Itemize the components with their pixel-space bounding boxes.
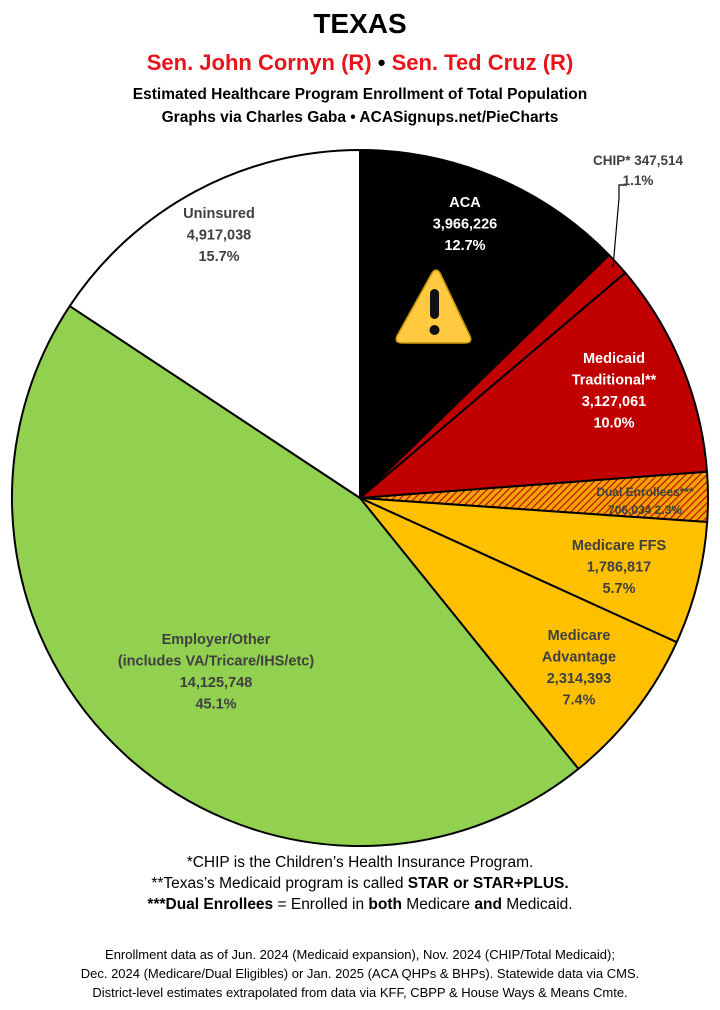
slice-label-aca: ACA 3,966,226 12.7% [433, 195, 498, 254]
slice-label-aca-line-3: 12.7% [444, 238, 485, 254]
footnote-chip: *CHIP is the Children’s Health Insurance… [186, 854, 534, 871]
slice-label-employer-other: Employer/Other (includes VA/Tricare/IHS/e… [118, 632, 315, 712]
slice-label-aca-line-2: 3,966,226 [433, 216, 498, 232]
footnote-dual-text3: Medicaid. [501, 896, 573, 913]
chip-leader-line [612, 184, 627, 268]
pie-slice-medicare-ffs [359, 497, 709, 644]
footnote-dual-both: both [368, 896, 402, 913]
senators-line: Sen. John Cornyn (R) • Sen. Ted Cruz (R) [0, 50, 720, 76]
slice-label-uninsured-line-2: 4,917,038 [187, 227, 252, 243]
slice-label-employer-other-line-1: Employer/Other [162, 632, 271, 648]
footnote-medicaid: **Texas’s Medicaid program is called STA… [0, 873, 720, 894]
slice-label-chip-line-1: CHIP* 347,514 [593, 153, 684, 168]
footnote-dual-and: and [474, 896, 502, 913]
slice-label-employer-other-line-4: 45.1% [195, 696, 236, 712]
pie-slice-aca [359, 149, 611, 499]
slice-label-employer-other-line-3: 14,125,748 [180, 675, 253, 691]
slice-label-chip-line-2: 1.1% [623, 173, 654, 188]
footnote-dual-text2: Medicare [401, 896, 475, 913]
slice-label-medicare-advantage-line-2: Advantage [542, 649, 616, 665]
slice-label-aca-line-1: ACA [449, 195, 481, 211]
bullet-separator: • [377, 50, 386, 75]
slice-label-chip: CHIP* 347,514 1.1% [593, 153, 684, 188]
senator-cornyn: Sen. John Cornyn (R) [146, 50, 372, 75]
slice-label-medicare-advantage-line-4: 7.4% [562, 692, 595, 708]
slice-label-medicare-ffs: Medicare FFS 1,786,817 5.7% [572, 538, 667, 597]
slice-label-uninsured: Uninsured 4,917,038 15.7% [183, 206, 255, 265]
pie-slice-medicaid-traditional [359, 271, 709, 499]
footnote-dual-text1: = Enrolled in [273, 896, 369, 913]
slice-label-dual-enrollees: Dual Enrollees*** 706,034 2.3% [596, 485, 694, 517]
slice-label-medicare-advantage-line-3: 2,314,393 [547, 671, 612, 687]
footnote-dual: ***Dual Enrollees = Enrolled in both Med… [0, 894, 720, 915]
slice-label-medicare-advantage: Medicare Advantage 2,314,393 7.4% [542, 628, 616, 708]
source-line-2: Dec. 2024 (Medicare/Dual Eligibles) or J… [80, 966, 640, 981]
source-line-1: Enrollment data as of Jun. 2024 (Medicai… [105, 947, 615, 962]
slice-label-medicaid-traditional-line-4: 10.0% [593, 415, 634, 431]
source-footer: Enrollment data as of Jun. 2024 (Medicai… [0, 945, 720, 1002]
slice-label-employer-other-line-2: (includes VA/Tricare/IHS/etc) [118, 653, 315, 669]
pie-slice-medicare-advantage [359, 497, 678, 770]
footnote-dual-term: ***Dual Enrollees [147, 896, 274, 913]
footnote-medicaid-name: STAR or STAR+PLUS. [407, 875, 569, 892]
chart-title: TEXAS [313, 8, 407, 39]
chart-subtitle: Estimated Healthcare Program Enrollment … [132, 86, 588, 103]
slice-label-medicaid-traditional: Medicaid Traditional** 3,127,061 10.0% [572, 351, 657, 431]
slice-label-medicare-advantage-line-1: Medicare [548, 628, 611, 644]
pie-slice-employer-other [11, 305, 580, 847]
senator-cruz: Sen. Ted Cruz (R) [391, 50, 574, 75]
slice-label-uninsured-line-3: 15.7% [198, 249, 239, 265]
warning-icon [395, 269, 472, 344]
footnotes: *CHIP is the Children’s Health Insurance… [0, 852, 720, 915]
slice-label-medicaid-traditional-line-2: Traditional** [572, 372, 657, 388]
slice-label-dual-enrollees-line-1: Dual Enrollees*** [596, 485, 694, 499]
slice-label-medicare-ffs-line-3: 5.7% [602, 581, 635, 597]
slice-label-uninsured-line-1: Uninsured [183, 206, 255, 222]
slice-label-medicaid-traditional-line-3: 3,127,061 [582, 394, 647, 410]
slice-label-dual-enrollees-line-2: 706,034 2.3% [608, 503, 682, 517]
chart-credit: Graphs via Charles Gaba • ACASignups.net… [161, 109, 559, 126]
slice-label-medicare-ffs-line-1: Medicare FFS [572, 538, 667, 554]
pie-slice-uninsured [68, 149, 361, 499]
footnote-medicaid-text: **Texas’s Medicaid program is called [151, 875, 408, 892]
source-line-3: District-level estimates extrapolated fr… [92, 985, 628, 1000]
slice-label-medicaid-traditional-line-1: Medicaid [583, 351, 645, 367]
slice-label-medicare-ffs-line-2: 1,786,817 [587, 559, 652, 575]
